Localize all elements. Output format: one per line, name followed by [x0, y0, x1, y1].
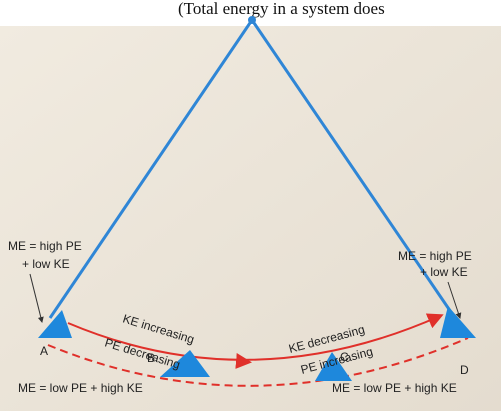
bob-d: [440, 306, 476, 338]
bob-a: [38, 310, 72, 338]
left-top-label: ME = high PE: [8, 239, 82, 253]
string-left: [48, 19, 254, 319]
right-bottom-label: ME = low PE + high KE: [332, 381, 457, 395]
mid-arrow: [235, 353, 252, 369]
background: [0, 26, 501, 411]
bob-b: [160, 350, 210, 377]
point-label: B: [147, 351, 155, 365]
right-top-label: + low KE: [420, 265, 468, 279]
string-right: [250, 19, 457, 319]
bob-c: [315, 352, 352, 381]
pointer: [29, 273, 44, 323]
caption: (Total energy in a system does: [178, 0, 385, 18]
solid-arc: [67, 313, 444, 361]
point-label: A: [40, 344, 48, 358]
dashed-arc: [47, 337, 469, 387]
pointer: [447, 281, 462, 319]
point-label: C: [340, 350, 349, 364]
right-top-label: ME = high PE: [398, 249, 472, 263]
left-bottom-label: ME = low PE + high KE: [18, 381, 143, 395]
left-top-label: + low KE: [22, 257, 70, 271]
point-label: D: [460, 363, 469, 377]
